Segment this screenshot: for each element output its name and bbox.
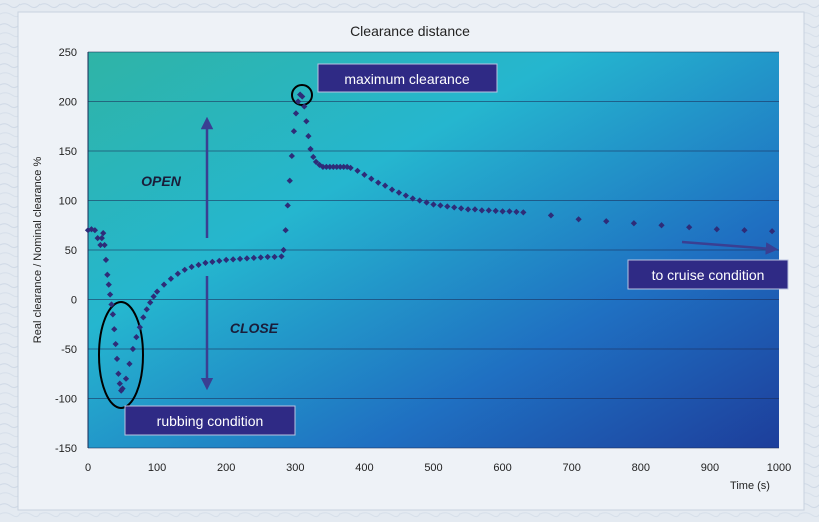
- close-label: CLOSE: [230, 320, 279, 336]
- rubbing-condition-label: rubbing condition: [157, 413, 264, 429]
- rubbing-condition-callout: rubbing condition: [124, 405, 296, 436]
- data-point: [181, 266, 188, 273]
- chart-title: Clearance distance: [350, 23, 470, 39]
- y-tick-label: 250: [59, 47, 77, 59]
- cruise-arrow: [681, 240, 779, 255]
- y-axis: -150 -100 -50 0 50 100 150 200 250: [55, 47, 77, 455]
- data-point: [126, 360, 133, 367]
- x-tick-label: 500: [424, 462, 442, 474]
- x-tick-label: 100: [148, 462, 166, 474]
- data-point: [209, 258, 216, 265]
- x-tick-label: 200: [217, 462, 235, 474]
- maximum-clearance-label: maximum clearance: [344, 71, 469, 87]
- y-tick-label: 50: [65, 245, 77, 257]
- data-point: [97, 241, 104, 249]
- data-point: [250, 254, 257, 262]
- y-tick-label: -50: [61, 344, 77, 356]
- x-tick-label: 700: [563, 462, 581, 474]
- x-tick-label: 1000: [767, 462, 791, 474]
- y-tick-label: 100: [59, 196, 77, 208]
- data-point: [91, 227, 99, 234]
- data-point: [101, 241, 108, 249]
- data-point: [122, 375, 130, 382]
- x-tick-label: 300: [286, 462, 304, 474]
- open-label: OPEN: [141, 173, 182, 189]
- x-tick-label: 800: [632, 462, 650, 474]
- x-axis: 0 100 200 300 400 500 600 700 800 900 1000: [85, 462, 791, 474]
- x-tick-label: 0: [85, 462, 91, 474]
- peak-circle: [291, 84, 313, 106]
- cruise-condition-label: to cruise condition: [652, 267, 765, 283]
- grid-lines: [87, 51, 779, 449]
- x-tick-label: 400: [355, 462, 373, 474]
- y-tick-label: 200: [59, 97, 77, 109]
- y-tick-label: 0: [71, 295, 77, 307]
- data-point: [94, 235, 101, 242]
- maximum-clearance-callout: maximum clearance: [317, 63, 498, 93]
- data-point: [153, 288, 161, 295]
- data-point: [430, 201, 437, 208]
- y-tick-label: -150: [55, 443, 77, 455]
- data-point: [100, 230, 107, 237]
- y-tick-label: 150: [59, 146, 77, 158]
- x-tick-label: 900: [701, 462, 719, 474]
- y-axis-label: Real clearance / Nominal clearance %: [32, 157, 44, 344]
- y-tick-label: -100: [55, 394, 77, 406]
- data-point: [257, 254, 264, 261]
- x-axis-label: Time (s): [730, 480, 770, 492]
- cruise-condition-callout: to cruise condition: [627, 259, 789, 290]
- rubbing-ellipse: [98, 301, 144, 409]
- x-tick-label: 600: [493, 462, 511, 474]
- data-point: [98, 235, 105, 242]
